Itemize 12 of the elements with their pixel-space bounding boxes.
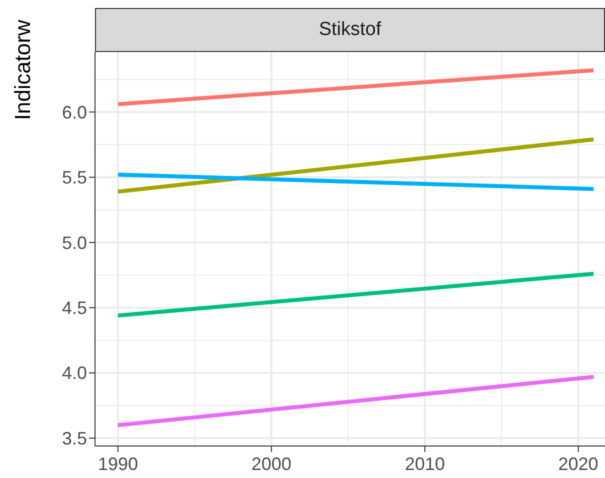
x-tick-label: 2010 [404,454,445,474]
x-tick-label: 2020 [558,454,598,474]
y-tick-label: 5.0 [62,232,87,253]
y-tick-label: 3.5 [62,428,87,448]
x-tick-label: 1990 [98,454,138,474]
y-tick-label: 6.0 [62,102,87,122]
x-tick-label: 2000 [251,454,292,474]
y-axis-title: Indicatorw [10,20,36,120]
y-tick-label: 5.5 [62,168,87,188]
y-tick-label: 4.0 [62,363,87,384]
chart-title: Stikstof [95,8,605,52]
y-tick-label: 4.5 [62,298,87,318]
